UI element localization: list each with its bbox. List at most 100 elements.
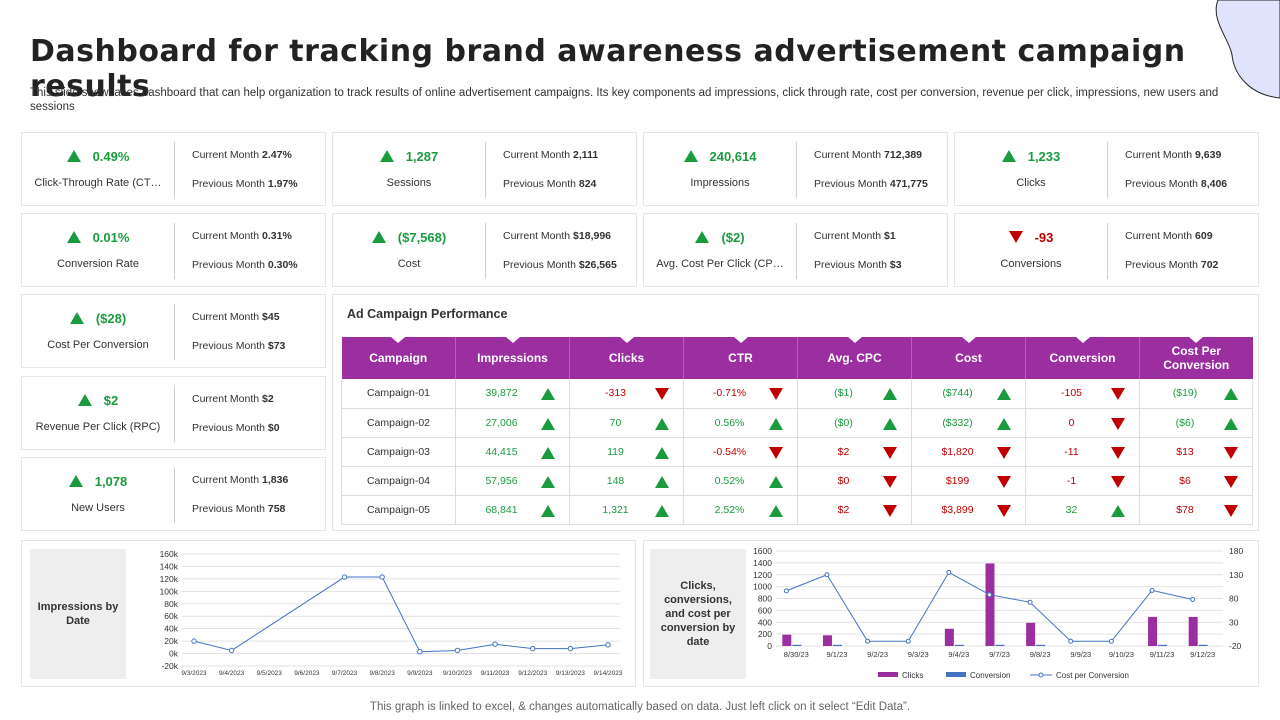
kpi-value: ($2) <box>644 230 796 245</box>
data-point <box>530 645 536 652</box>
table-cell: 44,415 <box>455 437 570 467</box>
trend-down-icon <box>655 388 669 400</box>
trend-up-icon <box>1224 388 1238 400</box>
kpi-previous-value: $26,565 <box>578 259 617 271</box>
kpi-label: Sessions <box>386 177 432 189</box>
kpi-current-value: 2,111 <box>573 149 599 161</box>
table-cell: -0.54% <box>683 437 798 467</box>
y-left-tick-label: 800 <box>758 594 772 604</box>
kpi-current-month: Current Month $45 <box>192 311 280 323</box>
y-left-tick-label: 400 <box>758 617 772 627</box>
y-tick-label: -20k <box>161 661 178 671</box>
table-cell: 2.52% <box>683 495 798 525</box>
table-cell: 0.56% <box>683 408 798 438</box>
cell-value: 0.52% <box>714 474 745 487</box>
kpi-previous-month: Previous Month 758 <box>192 503 285 515</box>
cell-value: $13 <box>1176 445 1194 458</box>
cell-value: -1 <box>1066 474 1077 487</box>
cell-value: ($332) <box>942 416 973 429</box>
kpi-value: $2 <box>22 393 174 408</box>
kpi-value: ($7,568) <box>333 230 485 245</box>
performance-title: Ad Campaign Performance <box>347 307 508 321</box>
clicks-bar <box>822 635 832 646</box>
trend-up-icon <box>541 475 555 488</box>
conversion-bar <box>954 644 964 646</box>
kpi-label: Cost Per Conversion <box>47 339 149 351</box>
cell-value: ($19) <box>1172 387 1198 400</box>
kpi-card: 0.01% Conversion Rate Current Month 0.31% P… <box>21 213 326 287</box>
x-tick-label: 8/30/23 <box>784 650 809 659</box>
campaign-name-cell: Campaign-05 <box>341 495 456 525</box>
trend-down-icon <box>1111 475 1125 488</box>
kpi-previous-value: 0.30% <box>267 259 298 271</box>
data-point <box>1149 587 1155 593</box>
cell-value: $6 <box>1179 474 1191 487</box>
kpi-current-month: Current Month 712,389 <box>814 149 922 161</box>
impressions-line <box>193 576 609 653</box>
kpi-divider <box>174 304 175 360</box>
kpi-previous-value: $3 <box>889 259 902 271</box>
cell-value: 27,006 <box>485 416 518 429</box>
kpi-current-label: Current Month <box>192 393 260 405</box>
table-cell: $2 <box>797 437 912 467</box>
y-left-tick-label: 1200 <box>753 570 772 580</box>
trend-down-icon <box>1224 475 1238 488</box>
kpi-current-label: Current Month <box>192 149 260 161</box>
trend-up-icon <box>68 475 83 487</box>
table-cell: -1 <box>1025 466 1140 496</box>
data-point <box>824 572 830 578</box>
kpi-current-month: Current Month 9,639 <box>1125 149 1221 161</box>
kpi-label: Revenue Per Click (RPC) <box>35 421 161 433</box>
table-row: Campaign-01 39,872 -313 -0.71% ($1) ($744) -10… <box>341 379 1253 409</box>
trend-up-icon <box>69 312 84 324</box>
cell-value: ($744) <box>942 387 973 400</box>
kpi-current-month: Current Month 1,836 <box>192 474 288 486</box>
x-tick-label: 9/4/2023 <box>219 670 245 677</box>
kpi-previous-label: Previous Month <box>192 422 265 434</box>
y-right-tick-label: 80 <box>1229 594 1239 604</box>
cell-value: -105 <box>1060 387 1082 400</box>
y-left-tick-label: 1400 <box>753 558 772 568</box>
kpi-value-text: 1,078 <box>94 474 128 489</box>
kpi-previous-value: 1.97% <box>267 178 298 190</box>
clicks-conversions-chart-panel: Clicks, conversions, and cost per conver… <box>643 540 1259 687</box>
kpi-previous-month: Previous Month $26,565 <box>503 259 617 271</box>
cell-value: 32 <box>1065 503 1078 516</box>
x-tick-label: 9/10/2023 <box>443 670 472 677</box>
column-header: CTR <box>683 337 798 379</box>
data-point <box>454 647 461 654</box>
trend-down-icon <box>1008 231 1023 243</box>
kpi-current-value: $45 <box>262 311 280 323</box>
cell-value: -0.54% <box>712 445 747 458</box>
trend-down-icon <box>1111 446 1125 459</box>
trend-down-icon <box>997 446 1011 459</box>
table-cell: 148 <box>569 466 684 496</box>
data-point <box>228 647 235 654</box>
data-point <box>905 638 911 644</box>
trend-down-icon <box>997 475 1011 488</box>
data-point <box>783 588 789 594</box>
kpi-current-label: Current Month <box>1125 149 1193 161</box>
y-tick-label: 40k <box>164 624 178 634</box>
kpi-current-label: Current Month <box>192 474 260 486</box>
clicks-bar <box>944 628 954 646</box>
kpi-value: 0.49% <box>22 149 174 164</box>
kpi-previous-label: Previous Month <box>503 178 576 190</box>
clicks-bar <box>1188 616 1198 646</box>
kpi-current-month: Current Month 2.47% <box>192 149 292 161</box>
cell-value: $2 <box>837 503 850 516</box>
kpi-current-value: $2 <box>262 393 274 405</box>
kpi-current-month: Current Month 609 <box>1125 230 1213 242</box>
y-right-tick-label: 180 <box>1229 546 1243 556</box>
kpi-current-value: 2.47% <box>262 149 292 161</box>
page-title: Dashboard for tracking brand awareness a… <box>30 34 1186 104</box>
x-tick-label: 9/8/2023 <box>370 670 396 677</box>
y-tick-label: 80k <box>164 599 178 609</box>
kpi-label: Click-Through Rate (CT… <box>34 177 162 189</box>
kpi-value-text: ($7,568) <box>397 230 447 245</box>
kpi-previous-month: Previous Month $0 <box>192 422 280 434</box>
table-cell: ($332) <box>911 408 1026 438</box>
kpi-previous-value: $0 <box>267 422 280 434</box>
kpi-card: ($7,568) Cost Current Month $18,996 Previou… <box>332 213 637 287</box>
cell-value: $1,820 <box>941 445 974 458</box>
